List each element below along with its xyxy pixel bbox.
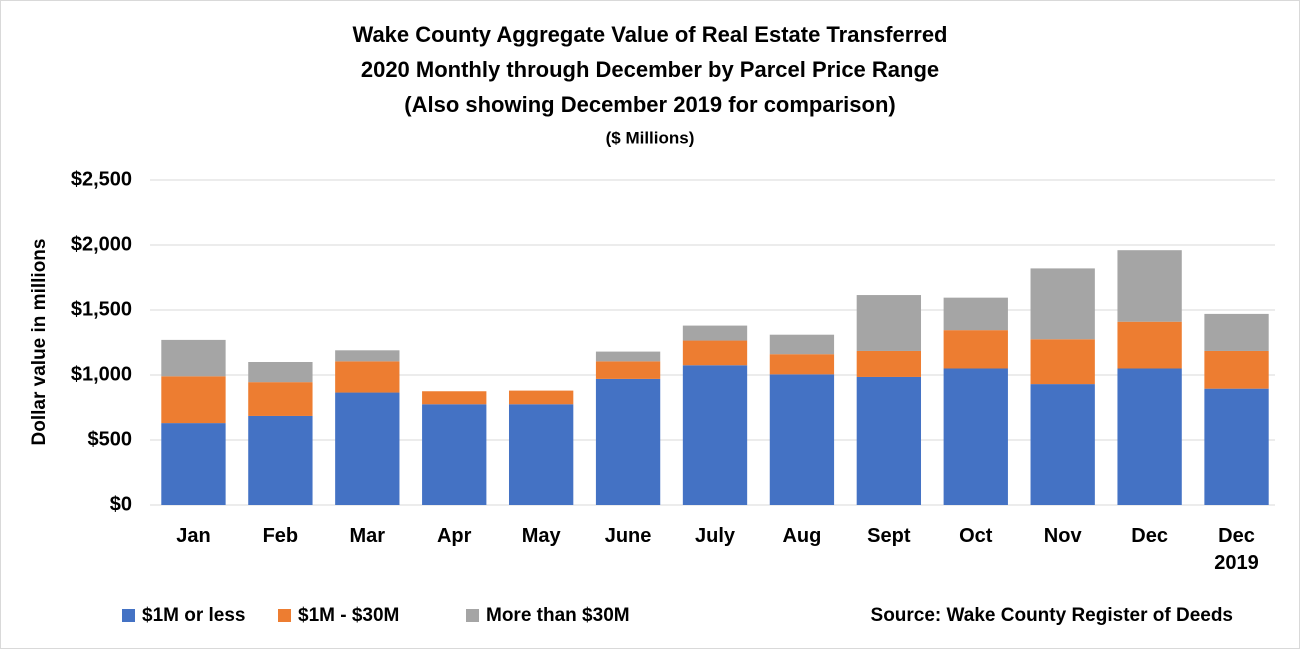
legend-label: $1M or less — [142, 605, 246, 626]
bar-segment — [1030, 384, 1095, 505]
x-tick-label: Apr — [436, 525, 472, 547]
bar-segment — [856, 376, 922, 505]
bar-segment — [1117, 250, 1182, 322]
bar-segment — [595, 351, 661, 362]
bar-segment — [682, 325, 748, 341]
y-tick-label: $1,500 — [71, 298, 132, 320]
legend-swatch — [466, 609, 479, 622]
x-tick-label: Dec 2019 — [1214, 525, 1259, 574]
x-tick-label: Nov — [1043, 525, 1082, 547]
bar-segment — [943, 368, 1008, 505]
y-tick-label: $2,000 — [71, 233, 132, 255]
bar-segment — [335, 361, 400, 393]
y-tick-label: $0 — [110, 493, 132, 515]
chart-title: (Also showing December 2019 for comparis… — [404, 92, 895, 117]
bar-segment — [335, 350, 400, 362]
bar-segment — [595, 361, 661, 379]
bar-segment — [508, 390, 574, 405]
x-tick-label: Feb — [262, 525, 299, 547]
legend-swatch — [278, 609, 291, 622]
legend-label: More than $30M — [486, 605, 630, 626]
bar-segment — [943, 330, 1008, 369]
bar-segment — [682, 340, 748, 366]
x-tick-label: Oct — [959, 525, 993, 547]
bar-segment — [856, 295, 922, 351]
bar-segment — [595, 378, 661, 505]
legend-label: $1M - $30M — [298, 605, 399, 626]
x-tick-label: Jan — [176, 525, 211, 547]
source: Source: Wake County Register of Deeds — [871, 605, 1233, 626]
bar-segment — [248, 362, 313, 383]
bar-segment — [1030, 339, 1095, 385]
y-tick-label: $1,000 — [71, 363, 132, 385]
bar-segment — [248, 382, 313, 416]
y-tick-label: $2,500 — [71, 168, 132, 190]
x-tick-label: Dec — [1131, 525, 1168, 547]
bar-segment — [422, 404, 487, 505]
x-tick-label: Aug — [782, 525, 822, 547]
bar-segment — [1204, 350, 1269, 389]
bar-segment — [422, 391, 487, 405]
bar-segment — [1117, 368, 1182, 505]
x-tick-label: June — [604, 525, 652, 547]
bar-segment — [682, 365, 748, 505]
x-tick-label: Mar — [349, 525, 386, 547]
x-tick-label: Sept — [867, 525, 911, 547]
x-tick-label: July — [694, 525, 736, 547]
bar-segment — [1117, 321, 1182, 369]
bar-segment — [769, 374, 835, 505]
chart-title: Wake County Aggregate Value of Real Esta… — [353, 22, 948, 47]
bar-segment — [769, 334, 835, 355]
bar-segment — [335, 392, 400, 505]
bar-segment — [248, 415, 313, 505]
bar-segment — [161, 423, 226, 505]
bar-segment — [1030, 268, 1095, 340]
legend-swatch — [122, 609, 135, 622]
bar-segment — [1204, 388, 1269, 505]
bar-segment — [161, 376, 226, 424]
bar-segment — [508, 404, 574, 505]
chart-title: 2020 Monthly through December by Parcel … — [361, 57, 939, 82]
x-tick-label: May — [521, 525, 561, 547]
bar-segment — [856, 350, 922, 377]
bar-segment — [1204, 313, 1269, 351]
bar-segment — [769, 354, 835, 375]
bar-segment — [161, 339, 226, 377]
bar-segment — [943, 297, 1008, 331]
chart-subtitle: ($ Millions) — [606, 128, 695, 147]
y-tick-label: $500 — [88, 428, 133, 450]
y-axis-label: Dollar value in millions — [29, 239, 50, 446]
